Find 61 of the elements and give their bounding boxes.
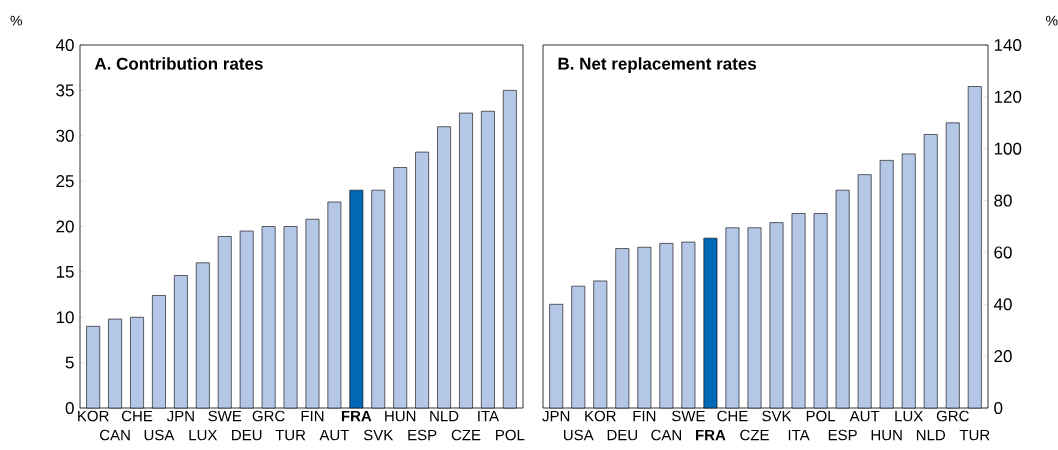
x-tick-label: SWE: [208, 410, 242, 422]
y-axis-title: %: [10, 15, 22, 26]
x-tick-label: FIN: [633, 410, 656, 422]
x-tick-label: CZE: [451, 429, 481, 441]
y2-tick-label: 20: [994, 350, 1012, 363]
y2-tick-label: 40: [993, 298, 1012, 311]
y-tick-label: 15: [56, 265, 74, 278]
y2-tick-label: 0: [994, 401, 1003, 415]
y-tick-label: 40: [55, 38, 74, 52]
x-tick-label: FRA: [341, 410, 372, 422]
y2-tick-label: 80: [994, 194, 1012, 207]
x-tick-label: USA: [563, 429, 594, 441]
x-tick-label: FRA: [696, 429, 726, 441]
x-tick-label: USA: [144, 429, 175, 441]
x-tick-label: NLD: [430, 410, 459, 422]
y-tick-label: 25: [56, 175, 74, 188]
text: A. Contribution rates: [94, 57, 263, 70]
y2-axis-title: %: [1046, 15, 1058, 26]
x-tick-label: SVK: [762, 410, 792, 422]
x-tick-label: CAN: [100, 429, 130, 441]
x-tick-label: CHE: [121, 410, 153, 422]
x-tick-label: SWE: [672, 410, 705, 422]
x-tick-label: NLD: [916, 429, 946, 441]
x-tick-label: JPN: [542, 410, 570, 422]
x-tick-label: LUX: [189, 429, 218, 441]
x-tick-label: KOR: [585, 410, 616, 422]
y-tick-label: 30: [56, 129, 74, 142]
y-tick-label: 5: [65, 356, 74, 369]
x-tick-label: POL: [806, 410, 836, 422]
x-tick-label: ITA: [788, 429, 810, 441]
x-tick-label: AUT: [319, 429, 350, 441]
y-tick-label: 0: [65, 401, 74, 415]
y-tick-label: 35: [56, 84, 74, 97]
x-tick-label: DEU: [232, 429, 262, 441]
x-tick-label: GRC: [252, 410, 285, 422]
x-tick-label: CHE: [717, 410, 748, 422]
x-tick-label: FIN: [301, 410, 324, 422]
y-tick-label: 20: [56, 220, 74, 233]
x-tick-label: LUX: [895, 410, 923, 422]
x-tick-label: JPN: [166, 410, 194, 422]
x-tick-label: POL: [496, 429, 525, 441]
x-tick-label: ITA: [478, 410, 499, 422]
y-tick-label: 10: [56, 311, 74, 324]
y2-tick-label: 120: [994, 90, 1022, 103]
text: B. Net replacement rates: [558, 57, 757, 74]
x-tick-label: ESP: [828, 429, 857, 441]
x-tick-label: CZE: [740, 429, 769, 441]
x-tick-label: AUT: [849, 410, 880, 422]
x-tick-label: ESP: [408, 429, 437, 441]
y2-tick-label: 140: [994, 38, 1022, 52]
x-tick-label: HUN: [871, 429, 902, 441]
x-tick-label: HUN: [385, 410, 416, 422]
x-tick-label: DEU: [607, 429, 637, 441]
x-tick-label: KOR: [78, 410, 109, 422]
x-tick-label: TUR: [959, 429, 990, 441]
y2-tick-label: 100: [994, 142, 1022, 155]
x-tick-label: GRC: [936, 410, 969, 422]
x-tick-label: TUR: [275, 429, 306, 441]
y2-tick-label: 60: [994, 246, 1012, 259]
x-tick-label: CAN: [651, 429, 681, 441]
x-tick-label: SVK: [363, 429, 394, 441]
